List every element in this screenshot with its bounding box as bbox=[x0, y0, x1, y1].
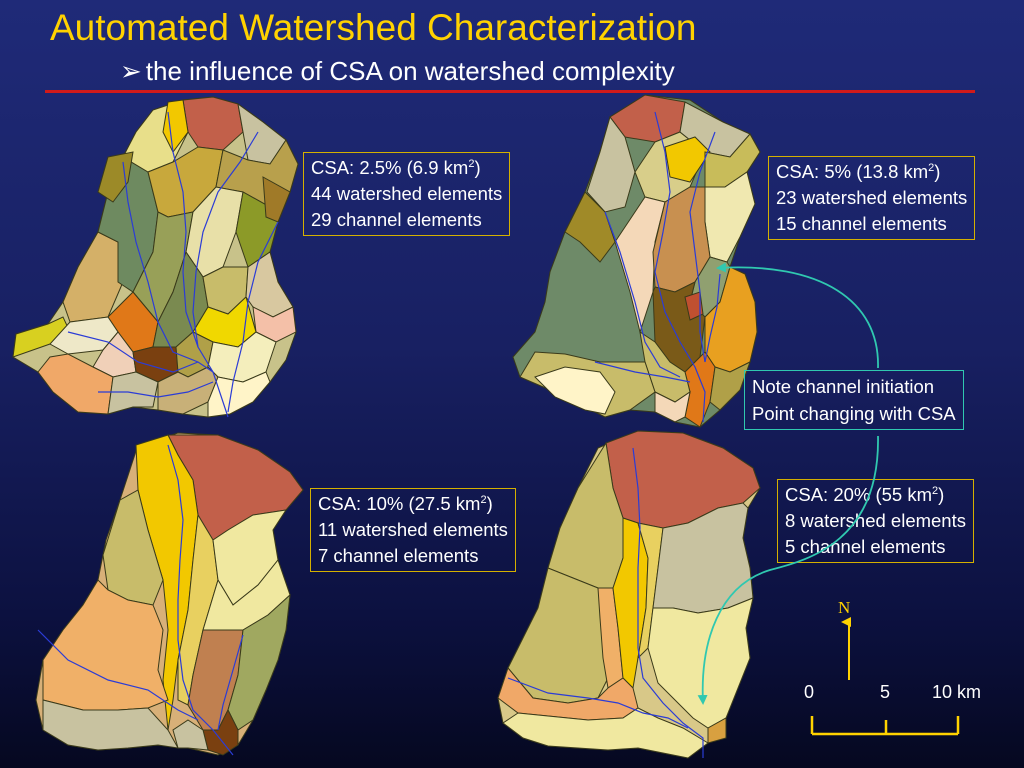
csa-line: CSA: 10% (27.5 km2) bbox=[318, 493, 493, 514]
scale-label-10km: 10 km bbox=[932, 682, 982, 702]
channel-count: 15 channel elements bbox=[776, 213, 947, 234]
channel-count: 7 channel elements bbox=[318, 545, 479, 566]
scale-label-0: 0 bbox=[804, 682, 815, 702]
slide-title: Automated Watershed Characterization bbox=[50, 7, 697, 48]
channel-count: 5 channel elements bbox=[785, 536, 946, 557]
watershed-count: 23 watershed elements bbox=[776, 187, 968, 208]
arrow-bullet-icon: ➢ bbox=[120, 56, 142, 86]
watershed-map-csa-10 bbox=[35, 432, 304, 756]
channel-count: 29 channel elements bbox=[311, 209, 482, 230]
subtitle-text: the influence of CSA on watershed comple… bbox=[145, 56, 675, 86]
note-line-1: Note channel initiation bbox=[752, 376, 935, 397]
csa-line: CSA: 2.5% (6.9 km2) bbox=[311, 157, 481, 178]
scale-label-5: 5 bbox=[880, 682, 891, 702]
info-box-csa-20: CSA: 20% (55 km2) 8 watershed elements 5… bbox=[777, 479, 974, 563]
watershed-map-csa-5 bbox=[512, 94, 761, 428]
watershed-map-csa-20 bbox=[497, 430, 761, 759]
csa-line: CSA: 20% (55 km2) bbox=[785, 484, 945, 505]
info-box-csa-2-5: CSA: 2.5% (6.9 km2) 44 watershed element… bbox=[303, 152, 511, 236]
watershed-count: 8 watershed elements bbox=[785, 510, 966, 531]
title-divider bbox=[45, 90, 975, 93]
watershed-count: 11 watershed elements bbox=[318, 519, 508, 540]
note-box: Note channel initiation Point changing w… bbox=[744, 370, 964, 430]
note-line-2: Point changing with CSA bbox=[752, 403, 956, 424]
info-box-csa-5: CSA: 5% (13.8 km2) 23 watershed elements… bbox=[768, 156, 976, 240]
info-box-csa-10: CSA: 10% (27.5 km2) 11 watershed element… bbox=[310, 488, 516, 572]
scale-bar bbox=[810, 716, 960, 736]
csa-line: CSA: 5% (13.8 km2) bbox=[776, 161, 941, 182]
slide-subtitle: ➢ the influence of CSA on watershed compl… bbox=[120, 54, 675, 88]
watershed-map-csa-2-5 bbox=[12, 96, 299, 418]
north-label: N bbox=[838, 598, 851, 617]
watershed-count: 44 watershed elements bbox=[311, 183, 503, 204]
